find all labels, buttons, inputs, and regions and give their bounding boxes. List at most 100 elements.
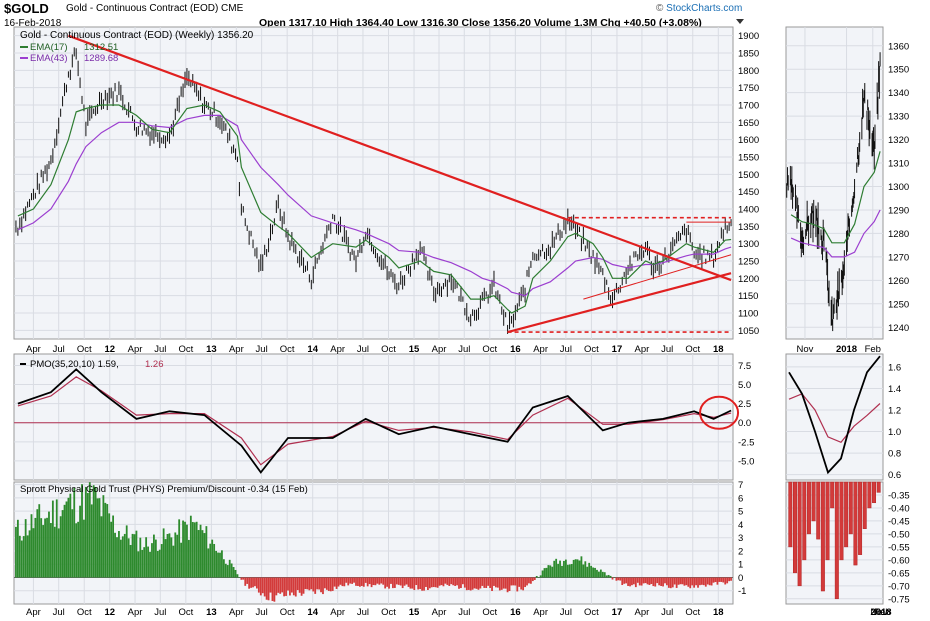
- premium-bar: [73, 487, 76, 578]
- premium-bar: [378, 577, 381, 585]
- price-axis-tick-label: 1400: [738, 205, 759, 216]
- daily-ema43-line: [790, 209, 881, 258]
- premium-bar: [116, 537, 118, 578]
- panel-wb: [13, 481, 734, 605]
- premium-bar: [100, 516, 103, 578]
- premium-bar: [224, 563, 227, 578]
- premium-bar: [53, 526, 56, 578]
- premium-bar: [436, 577, 439, 588]
- time-axis-tick-label: Oct: [280, 344, 295, 355]
- time-axis-tick-label: Oct: [77, 344, 92, 355]
- daily-premium-axis-tick-label: -0.45: [888, 516, 910, 527]
- premium-bar: [141, 549, 144, 578]
- premium-bar: [123, 533, 126, 578]
- daily-time-axis-tick-label: Nov: [797, 344, 814, 355]
- premium-bar: [685, 577, 688, 586]
- daily-price-axis-tick-label: 1270: [888, 252, 909, 263]
- daily-premium-bar: [872, 481, 876, 504]
- premium-bar: [636, 577, 639, 583]
- premium-bar: [308, 577, 311, 591]
- daily-premium-axis-tick-label: -0.65: [888, 568, 910, 579]
- premium-bar: [516, 577, 519, 592]
- premium-bar: [401, 577, 404, 589]
- premium-bar: [708, 577, 711, 586]
- pmo-highlight-circle: [699, 395, 740, 430]
- premium-bar: [294, 577, 297, 597]
- premium-bar: [343, 577, 346, 587]
- premium-bar: [681, 577, 684, 585]
- premium-bar: [242, 577, 245, 580]
- premium-bar: [662, 577, 664, 587]
- premium-bar: [512, 577, 515, 586]
- premium-bar: [114, 532, 116, 578]
- time-axis-tick-label: Jul: [458, 344, 470, 355]
- panel-db: [785, 481, 884, 605]
- premium-bar: [539, 575, 542, 578]
- premium-bar: [164, 539, 167, 578]
- premium-bar: [252, 577, 254, 588]
- premium-bar: [69, 493, 72, 578]
- daily-pmo-axis-tick-label: 0.6: [888, 470, 901, 481]
- daily-premium-time-axis-tick-label: Feb: [874, 607, 890, 618]
- premium-bar: [629, 577, 631, 587]
- premium-bar: [351, 577, 354, 584]
- premium-bar: [671, 577, 674, 588]
- symbol-label: $GOLD: [4, 1, 49, 16]
- premium-bar: [603, 572, 606, 578]
- premium-bar: [221, 550, 223, 578]
- daily-premium-bar: [867, 481, 872, 509]
- daily-premium-time-axis-tick-label: Nov: [870, 607, 887, 618]
- price-axis-tick-label: 1800: [738, 66, 759, 77]
- uptrend-line: [507, 272, 732, 334]
- premium-bar: [364, 577, 367, 583]
- stockcharts-brand[interactable]: StockCharts.com: [666, 3, 743, 14]
- premium-bar: [463, 577, 466, 588]
- premium-bar: [444, 577, 447, 584]
- premium-bar: [310, 577, 313, 590]
- premium-bar: [127, 538, 130, 578]
- premium-bar: [502, 577, 505, 589]
- premium-bar: [355, 577, 357, 586]
- premium-bar: [234, 569, 237, 578]
- premium-bar: [145, 537, 148, 578]
- premium-bar: [57, 528, 60, 578]
- triangle-down-icon[interactable]: [736, 19, 744, 24]
- premium-bar: [607, 574, 610, 578]
- premium-bar: [660, 577, 662, 586]
- premium-bar: [88, 482, 91, 578]
- premium-bar: [79, 505, 81, 578]
- premium-bar: [448, 577, 451, 586]
- price-axis-tick-label: 1350: [738, 222, 759, 233]
- daily-price-axis-tick-label: 1250: [888, 299, 909, 310]
- premium-bar: [388, 577, 390, 589]
- daily-ema17-line: [790, 151, 881, 244]
- daily-premium-bar: [802, 481, 807, 561]
- panel-wp: [13, 26, 734, 340]
- premium-bar: [442, 577, 445, 587]
- premium-bar: [430, 577, 433, 588]
- premium-bar: [248, 577, 251, 589]
- premium-bar: [90, 504, 93, 578]
- premium-bar: [149, 551, 151, 578]
- premium-bar: [135, 530, 138, 578]
- premium-bar: [669, 577, 672, 589]
- premium-bar: [240, 577, 243, 580]
- premium-bar: [524, 577, 526, 588]
- premium-bar: [695, 577, 697, 586]
- premium-bar: [530, 577, 532, 584]
- premium-bar: [172, 545, 175, 578]
- premium-time-axis-tick-label: Jul: [53, 607, 65, 618]
- premium-bar: [360, 577, 363, 586]
- premium-bar: [555, 558, 558, 578]
- premium-bar: [605, 575, 608, 578]
- premium-bar: [170, 537, 173, 578]
- premium-bar: [632, 577, 635, 585]
- premium-bar: [337, 577, 340, 587]
- premium-bar: [697, 577, 699, 588]
- premium-bar: [166, 534, 169, 578]
- time-axis-tick-label: Jul: [154, 344, 166, 355]
- premium-bar: [584, 561, 587, 578]
- pmo-axis-tick-label: -2.5: [738, 437, 754, 448]
- premium-bar: [570, 564, 573, 578]
- premium-bar: [129, 544, 132, 578]
